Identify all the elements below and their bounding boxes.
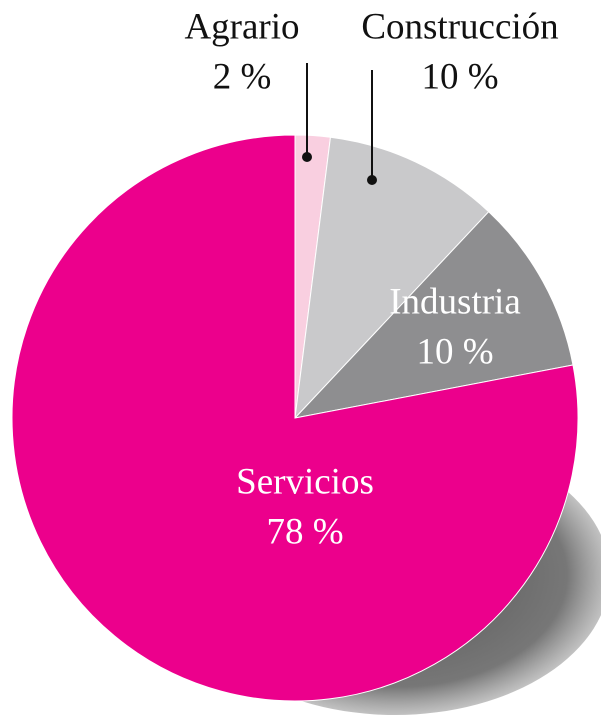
slice-value: 10 % [421, 56, 498, 97]
slice-label: Industria [389, 281, 521, 322]
slice-label: Construcción [361, 6, 558, 47]
leader-dot [302, 152, 312, 162]
slice-value: 10 % [416, 331, 493, 372]
pie-slice [293, 210, 574, 419]
slice-label: Servicios [236, 461, 374, 502]
labels: Agrario 2 % Construcción 10 % Industria 10 % S… [184, 6, 558, 552]
pie [11, 134, 579, 702]
slice-value: 2 % [213, 56, 272, 97]
pie-slice [11, 134, 579, 702]
slice-value: 78 % [266, 511, 343, 552]
leader-dot [367, 175, 377, 185]
slice-label: Agrario [184, 6, 299, 47]
pie-slice [294, 136, 490, 420]
